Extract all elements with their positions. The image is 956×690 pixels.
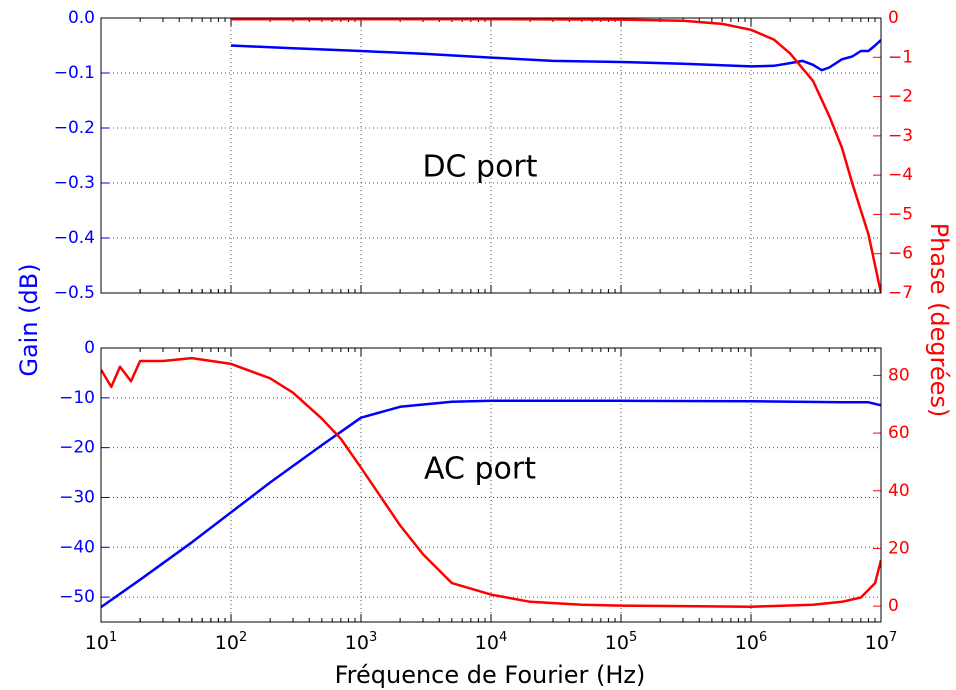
ac-gain-tick-label: −30 — [59, 487, 95, 507]
ac-gain-tick-label: −50 — [59, 587, 95, 607]
dc-port-annotation: DC port — [422, 150, 537, 185]
dc-phase-tick-label: −6 — [888, 244, 913, 264]
dc-gain-tick-label: −0.3 — [54, 173, 95, 193]
ac-gain-tick-label: −40 — [59, 537, 95, 557]
dc-phase-tick-label: 0 — [888, 8, 899, 28]
x-tick-label: 106 — [735, 630, 767, 654]
phase-axis-label: Phase (degrées) — [925, 223, 953, 418]
ac-port-panel: 0 −10 −20 −30 −40 −50 0 20 40 60 80 AC port 101 102 10… — [59, 338, 910, 654]
ac-phase-tick-label: 0 — [888, 596, 899, 616]
dc-port-panel: 0.0 −0.1 −0.2 −0.3 −0.4 −0.5 0 −1 −2 −3 −4 −5 −6 −7 DC… — [54, 8, 913, 303]
dc-gain-tick-label: 0.0 — [68, 8, 95, 28]
ac-port-annotation: AC port — [424, 452, 536, 487]
dc-phase-tick-label: −5 — [888, 204, 913, 224]
dc-gain-tick-label: −0.2 — [54, 118, 95, 138]
ac-gain-tick-label: −20 — [59, 438, 95, 458]
dc-phase-series-line — [231, 18, 881, 293]
dc-phase-tick-label: −4 — [888, 165, 913, 185]
ac-gain-tick-label: 0 — [84, 338, 95, 358]
dc-gain-tick-label: −0.4 — [54, 228, 95, 248]
dc-phase-tick-label: −2 — [888, 87, 913, 107]
gain-axis-label: Gain (dB) — [15, 263, 43, 376]
ac-phase-tick-label: 60 — [888, 423, 910, 443]
ac-gain-tick-label: −10 — [59, 388, 95, 408]
ac-phase-series-line — [101, 356, 881, 608]
ac-phase-tick-label: 40 — [888, 481, 910, 501]
dc-phase-tick-label: −1 — [888, 47, 913, 67]
dc-gain-tick-label: −0.1 — [54, 63, 95, 83]
dc-gain-series-line — [230, 39, 881, 72]
x-tick-label: 105 — [605, 630, 637, 654]
x-tick-label: 107 — [865, 630, 897, 654]
ac-phase-tick-label: 80 — [888, 365, 910, 385]
x-tick-label: 103 — [345, 630, 377, 654]
x-tick-label: 101 — [85, 630, 117, 654]
ac-gain-series-line — [101, 399, 881, 609]
dc-phase-tick-label: −7 — [888, 283, 913, 303]
ac-plot-frame — [100, 347, 882, 623]
x-tick-label: 104 — [475, 630, 507, 654]
dc-gain-tick-label: −0.5 — [54, 283, 95, 303]
dc-phase-tick-label: −3 — [888, 126, 913, 146]
ac-phase-tick-label: 20 — [888, 538, 910, 558]
x-axis-label: Fréquence de Fourier (Hz) — [335, 661, 646, 689]
x-tick-label: 102 — [215, 630, 247, 654]
dc-plot-frame — [100, 17, 882, 294]
